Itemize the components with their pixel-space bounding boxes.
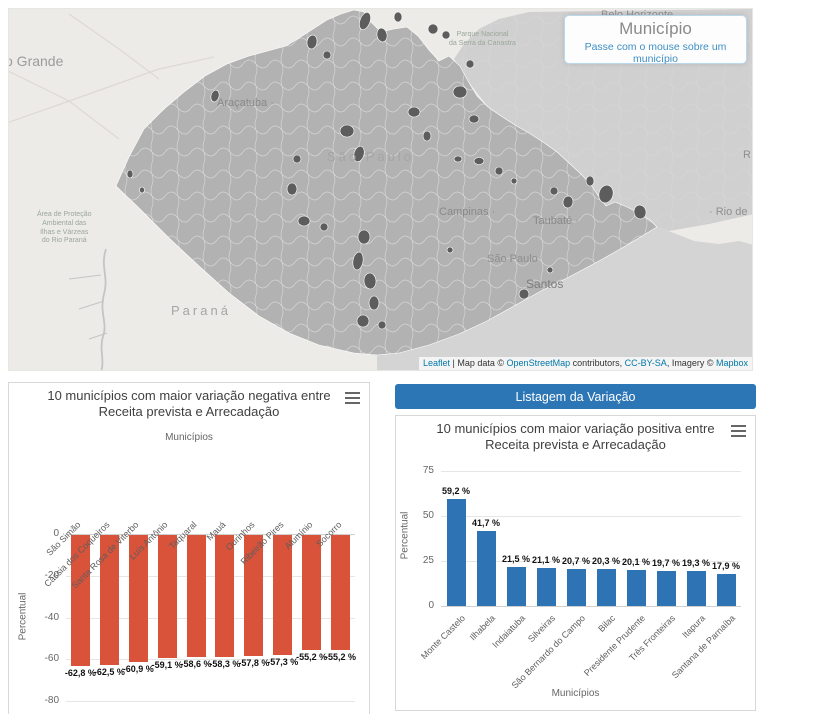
bar[interactable]	[686, 571, 706, 606]
attribution-text: contributors,	[570, 358, 625, 368]
bar-value-label: 17,9 %	[711, 560, 741, 571]
state-municipal-borders	[116, 10, 657, 355]
bar[interactable]	[302, 535, 322, 651]
chart-negative-variation: 10 municípios com maior variação negativ…	[8, 382, 370, 714]
map-attribution: Leaflet | Map data © OpenStreetMap contr…	[419, 357, 752, 370]
bar-value-label: -57,8 %	[238, 657, 270, 668]
bar-value-label: 41,7 %	[471, 517, 501, 528]
gridline	[66, 701, 355, 702]
y-axis-tick-label: -40	[44, 611, 59, 623]
x-axis-line	[441, 606, 741, 607]
chart-positive-variation: 10 municípios com maior variação positiv…	[395, 415, 756, 711]
attribution-link[interactable]: CC-BY-SA	[624, 358, 667, 368]
y-axis-tick-label: -60	[44, 653, 59, 665]
bar[interactable]	[506, 567, 526, 606]
municipality-highlights[interactable]	[126, 11, 647, 330]
plot-area: 0 -20 -40 -60 -80 -62,8 % São Simão -62,5 % Cáss…	[9, 383, 369, 714]
y-axis-tick-label: 0	[428, 600, 434, 611]
bar-value-label: 20,1 %	[621, 556, 651, 567]
y-axis-tick-label: 75	[422, 465, 434, 476]
x-axis-line	[66, 534, 355, 535]
chart-menu-icon[interactable]	[345, 392, 360, 404]
y-axis-tick-label: 50	[422, 510, 434, 521]
bar-value-label: 21,5 %	[501, 554, 531, 565]
gridline	[441, 516, 741, 517]
bar-value-label: 20,7 %	[561, 555, 591, 566]
bar[interactable]	[476, 530, 496, 606]
map-roads	[9, 13, 215, 140]
state-sao-paulo[interactable]	[115, 9, 658, 356]
bar-value-label: 20,3 %	[591, 556, 621, 567]
bar-value-label: 19,3 %	[681, 558, 711, 569]
gridline	[66, 575, 355, 577]
map-canvas	[9, 9, 752, 370]
bar[interactable]	[626, 569, 646, 606]
bar[interactable]	[536, 568, 556, 606]
bar[interactable]	[157, 535, 177, 659]
bar-value-label: -55,2 %	[296, 652, 328, 663]
y-axis-tick-label: 25	[422, 555, 434, 566]
gridline	[66, 617, 355, 619]
bar-value-label: -58,3 %	[209, 658, 241, 669]
bar-value-label: -59,1 %	[151, 660, 183, 671]
bar[interactable]	[446, 499, 466, 606]
bar-value-label: -55,2 %	[325, 652, 357, 663]
bar-value-label: -60,9 %	[122, 664, 154, 675]
y-axis-tick-label: 0	[53, 528, 59, 539]
bar[interactable]	[215, 535, 235, 657]
bar[interactable]	[656, 570, 676, 606]
info-box-hint: Passe com o mouse sobre um município	[584, 41, 727, 65]
attribution-text: , Imagery ©	[666, 358, 716, 368]
map-region-northeast-texture	[454, 9, 752, 231]
bar[interactable]	[244, 535, 264, 656]
bar[interactable]	[566, 568, 586, 606]
chart-title: 10 municípios com maior variação negativ…	[47, 388, 331, 420]
bar[interactable]	[331, 535, 351, 651]
attribution-link[interactable]: Mapbox	[715, 358, 748, 368]
plot-area: 0 25 50 75 59,2 % Monte Castelo 41,7 % Ilhabela…	[396, 416, 755, 710]
attribution-link[interactable]: Leaflet	[423, 358, 451, 368]
map-ocean	[377, 227, 752, 370]
listagem-variacao-button[interactable]: Listagem da Variação	[395, 384, 756, 409]
bar-value-label: 59,2 %	[441, 486, 471, 497]
bar[interactable]	[273, 535, 293, 655]
bar-value-label: -57,3 %	[267, 656, 299, 667]
y-axis-tick-label: -20	[44, 569, 59, 581]
x-axis-title: Municípios	[165, 432, 213, 443]
chart-menu-icon[interactable]	[731, 425, 746, 437]
chart-title: 10 municípios com maior variação positiv…	[436, 421, 715, 453]
municipio-info-box: Município Passe com o mouse sobre um mun…	[564, 15, 747, 65]
bar[interactable]	[128, 535, 148, 663]
bar-value-label: 21,1 %	[531, 555, 561, 566]
x-axis-title: Municípios	[551, 688, 600, 699]
bar[interactable]	[70, 535, 90, 667]
bar-value-label: 19,7 %	[651, 557, 681, 568]
gridline	[441, 561, 741, 562]
gridline	[441, 471, 741, 472]
gridline	[66, 659, 355, 661]
bar[interactable]	[99, 535, 119, 666]
leaflet-map[interactable]: o GrandeBelo HorizonteAraçatuba ·São Pau…	[8, 8, 753, 371]
map-rivers	[68, 248, 108, 370]
y-axis-tick-label: -80	[44, 695, 59, 706]
bar-value-label: -62,5 %	[93, 667, 125, 678]
attribution-link[interactable]: OpenStreetMap	[506, 358, 571, 368]
bar[interactable]	[596, 569, 616, 606]
bar[interactable]	[716, 573, 736, 606]
info-box-title: Município	[619, 19, 692, 38]
bar-value-label: -58,6 %	[180, 659, 212, 670]
bar[interactable]	[186, 535, 206, 658]
attribution-text: | Map data ©	[450, 358, 507, 368]
bar-value-label: -62,8 %	[64, 668, 96, 679]
